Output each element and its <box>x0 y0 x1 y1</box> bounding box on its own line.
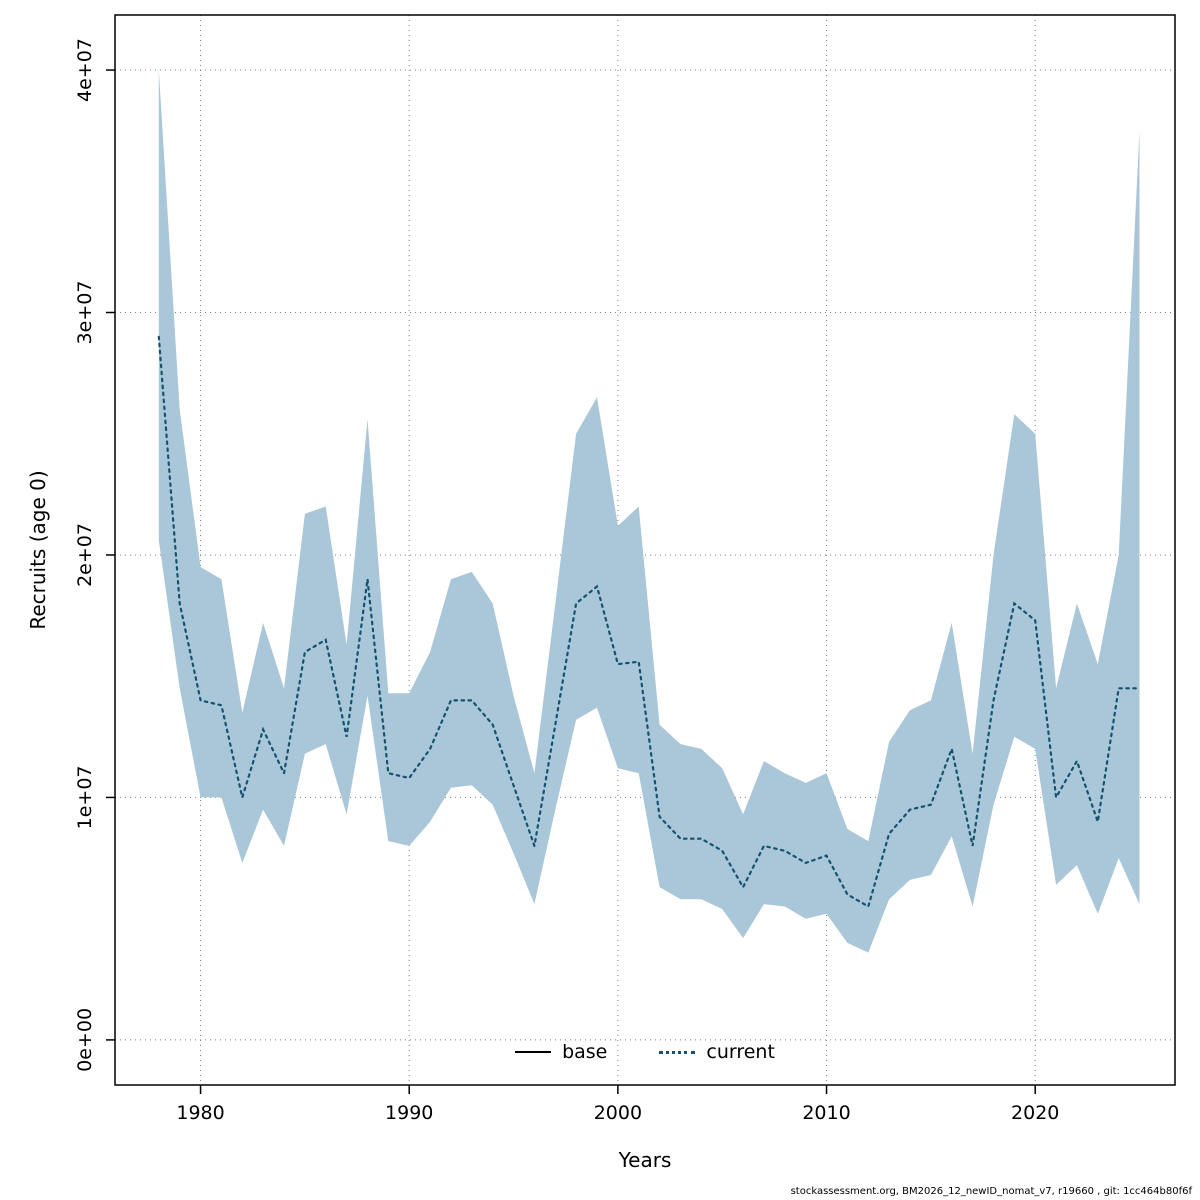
y-tick-label: 0e+00 <box>74 1008 96 1072</box>
x-tick-label: 2010 <box>802 1102 850 1124</box>
legend: base current <box>115 1041 1175 1063</box>
x-tick-label: 2000 <box>594 1102 642 1124</box>
y-tick-label: 1e+07 <box>74 765 96 829</box>
y-axis-title: Recruits (age 0) <box>26 470 50 630</box>
legend-current-sample <box>659 1050 696 1054</box>
x-tick-label: 1990 <box>385 1102 433 1124</box>
y-tick-label: 3e+07 <box>74 281 96 345</box>
current-line <box>157 335 1141 909</box>
legend-base-sample <box>515 1051 552 1053</box>
legend-current-label: current <box>706 1041 775 1063</box>
x-tick-label: 1980 <box>176 1102 224 1124</box>
legend-item-base: base <box>515 1041 607 1063</box>
y-tick-label: 4e+07 <box>74 38 96 102</box>
confidence-band <box>158 70 1140 953</box>
y-tick-label: 2e+07 <box>74 523 96 587</box>
legend-item-current: current <box>659 1041 775 1063</box>
x-axis-title: Years <box>618 1148 672 1172</box>
legend-base-label: base <box>562 1041 608 1063</box>
plot-border <box>114 14 1176 1086</box>
footer-attribution: stockassessment.org, BM2026_12_newID_nom… <box>790 1186 1192 1197</box>
x-tick-label: 2020 <box>1011 1102 1059 1124</box>
